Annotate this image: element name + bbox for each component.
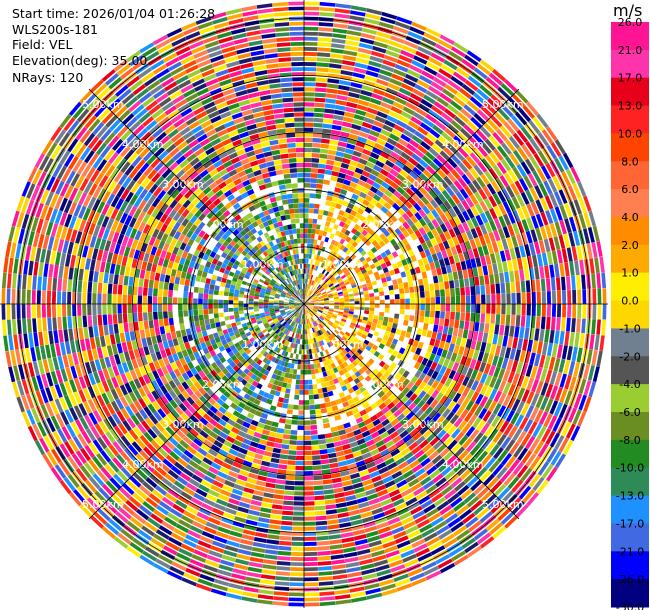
colorbar-segment xyxy=(611,49,649,79)
colorbar-segment xyxy=(611,439,649,469)
colorbar-unit: m/s xyxy=(613,1,643,20)
colorbar-tick-label: -8.0 xyxy=(619,434,640,447)
colorbar-tick-label: -6.0 xyxy=(619,406,640,419)
range-ring-label: 5.00km xyxy=(82,498,124,511)
colorbar-segment xyxy=(611,467,649,497)
colorbar-segment xyxy=(611,133,649,162)
colorbar-segment xyxy=(611,244,649,274)
colorbar-tick-label: 10.0 xyxy=(618,127,643,140)
colorbar-segment xyxy=(611,495,649,524)
colorbar-segment xyxy=(611,272,649,302)
range-ring-label: 3.00km xyxy=(162,178,204,191)
colorbar-tick-label: 2.0 xyxy=(621,239,639,252)
colorbar-tick-label: 8.0 xyxy=(621,155,639,168)
colorbar: 26.0 21.0 17.0 13.0 10.0 8.0 6.0 4.0 2.0 1.0 0.0 -1… xyxy=(611,16,649,610)
colorbar-segment xyxy=(611,523,649,552)
range-ring-label: 5.00km xyxy=(82,98,124,111)
colorbar-segment xyxy=(611,300,649,329)
range-ring-label: 4.00km xyxy=(442,458,484,471)
colorbar-tick-label: 21.0 xyxy=(618,44,643,57)
range-ring-label: 3.00km xyxy=(162,418,204,431)
colorbar-segment xyxy=(611,161,649,190)
range-ring-label: 3.00km xyxy=(402,418,444,431)
colorbar-tick-label: 6.0 xyxy=(621,183,639,196)
colorbar-tick-label: -17.0 xyxy=(616,517,644,530)
azimuth-line xyxy=(303,303,520,520)
instrument-label: WLS200s-181 xyxy=(12,22,98,37)
colorbar-segment xyxy=(611,77,649,107)
field-label: Field: VEL xyxy=(12,37,73,52)
colorbar-segment xyxy=(611,217,649,246)
range-ring-label: 5.00km xyxy=(482,98,524,111)
colorbar-tick-label: -1.0 xyxy=(619,322,640,335)
range-grid: 1.00km 1.00km 1.00km 1.00km 2.00km 2.00km 2.00… xyxy=(0,0,608,608)
colorbar-tick-label: -4.0 xyxy=(619,378,640,391)
colorbar-tick-label: 13.0 xyxy=(618,100,643,113)
azimuth-line xyxy=(88,88,305,305)
colorbar-segment xyxy=(611,412,649,441)
colorbar-tick-label: -10.0 xyxy=(616,462,644,475)
range-ring-label: 4.00km xyxy=(442,138,484,151)
colorbar-tick-label: -2.0 xyxy=(619,350,640,363)
range-ring-label: 4.00km xyxy=(122,458,164,471)
colorbar-tick-label: -26.0 xyxy=(616,573,644,586)
colorbar-tick-label: -13.0 xyxy=(616,490,644,503)
range-ring-label: 4.00km xyxy=(122,138,164,151)
colorbar-segment xyxy=(611,22,649,51)
range-ring-label: 5.00km xyxy=(482,498,524,511)
elevation-label: Elevation(deg): 35.00 xyxy=(12,53,148,68)
range-ring-label: 2.00km xyxy=(362,218,404,231)
colorbar-segment xyxy=(611,189,649,218)
colorbar-segment xyxy=(611,551,649,580)
velocity-cells xyxy=(1,1,607,607)
range-ring-label: 1.00km xyxy=(322,258,364,271)
range-ring-label: 3.00km xyxy=(402,178,444,191)
colorbar-tick-label: -21.0 xyxy=(616,545,644,558)
colorbar-tick-label: 4.0 xyxy=(621,211,639,224)
colorbar-tick-label: -30.0 xyxy=(616,601,644,610)
colorbar-segment xyxy=(611,384,649,413)
azimuth-line xyxy=(303,88,520,305)
nrays-label: NRays: 120 xyxy=(12,70,84,85)
colorbar-segment xyxy=(611,105,649,134)
colorbar-tick-label: 17.0 xyxy=(618,72,643,85)
range-ring-label: 2.00km xyxy=(202,218,244,231)
azimuth-line xyxy=(88,303,305,520)
range-ring-label: 1.00km xyxy=(322,338,364,351)
colorbar-tick-label: 1.0 xyxy=(621,267,639,280)
colorbar-segment xyxy=(611,579,649,608)
range-ring-label: 2.00km xyxy=(202,378,244,391)
start-time-label: Start time: 2026/01/04 01:26:28 xyxy=(12,6,216,21)
colorbar-tick-label: 0.0 xyxy=(621,295,639,308)
colorbar-segment xyxy=(611,328,649,357)
range-ring-label: 2.00km xyxy=(362,378,404,391)
range-ring-label: 1.00km xyxy=(242,338,284,351)
colorbar-tick-label: 26.0 xyxy=(618,16,643,29)
range-ring-label: 1.00km xyxy=(242,258,284,271)
colorbar-segment xyxy=(611,356,649,385)
